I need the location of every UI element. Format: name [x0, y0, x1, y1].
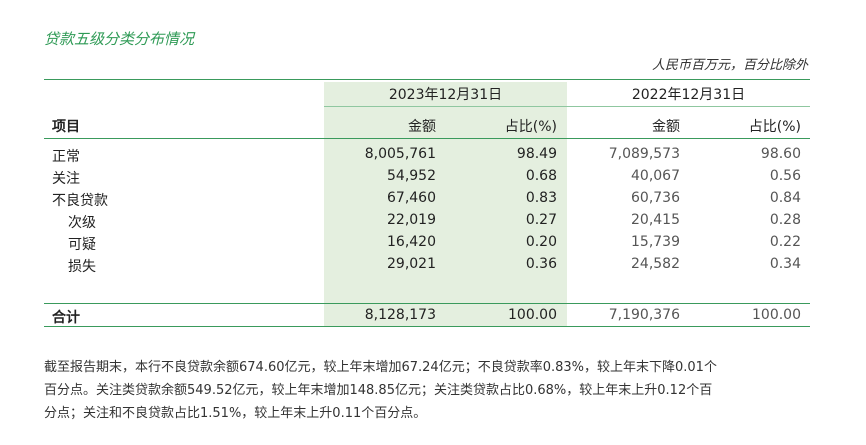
- column-header-ratio-2023: 占比(%): [504, 119, 557, 135]
- row-label: 正常: [52, 149, 80, 165]
- row-label: 损失: [68, 259, 96, 275]
- period-header-2022: 2022年12月31日: [631, 87, 746, 103]
- cell-amount-2022: 7,089,573: [608, 146, 680, 162]
- cell-amount-2022: 60,736: [631, 190, 680, 206]
- cell-ratio-2022: 98.60: [760, 146, 801, 162]
- cell-amount-2023: 67,460: [387, 190, 436, 206]
- cell-ratio-2022: 0.22: [769, 234, 801, 250]
- cell-ratio-2023: 0.83: [525, 190, 557, 206]
- highlight-column-2023: [324, 82, 567, 326]
- cell-amount-2022: 15,739: [631, 234, 680, 250]
- table-title: 贷款五级分类分布情况: [44, 30, 195, 48]
- cell-amount-2023: 22,019: [387, 212, 436, 228]
- summary-paragraph: 截至报告期末，本行不良贷款余额674.60亿元，较上年末增加67.24亿元；不良…: [44, 356, 814, 425]
- total-amount-2023: 8,128,173: [364, 307, 436, 323]
- column-header-amount-2022: 金额: [652, 119, 680, 135]
- total-ratio-2023: 100.00: [508, 307, 557, 323]
- total-label: 合计: [52, 310, 80, 326]
- cell-amount-2022: 40,067: [631, 168, 680, 184]
- summary-line: 分点；关注和不良贷款占比1.51%，较上年末上升0.11个百分点。: [44, 406, 427, 421]
- cell-ratio-2023: 0.20: [525, 234, 557, 250]
- row-label: 不良贷款: [52, 193, 108, 209]
- row-label: 次级: [68, 215, 96, 231]
- cell-amount-2022: 24,582: [631, 256, 680, 272]
- period-header-2023: 2023年12月31日: [388, 87, 503, 103]
- column-header-item: 项目: [52, 119, 80, 135]
- cell-ratio-2023: 0.27: [525, 212, 557, 228]
- cell-ratio-2023: 0.36: [525, 256, 557, 272]
- bottom-rule: [44, 326, 810, 327]
- header-rule: [44, 138, 810, 139]
- row-label: 关注: [52, 171, 80, 187]
- top-rule: [44, 79, 810, 80]
- summary-line: 百分点。关注类贷款余额549.52亿元，较上年末增加148.85亿元；关注类贷款…: [44, 383, 713, 398]
- cell-ratio-2022: 0.84: [769, 190, 801, 206]
- total-amount-2022: 7,190,376: [608, 307, 680, 323]
- period-rule: [324, 106, 810, 107]
- total-ratio-2022: 100.00: [752, 307, 801, 323]
- total-top-rule: [44, 303, 810, 304]
- column-header-ratio-2022: 占比(%): [748, 119, 801, 135]
- unit-note: 人民币百万元，百分比除外: [651, 58, 808, 73]
- cell-amount-2022: 20,415: [631, 212, 680, 228]
- cell-ratio-2022: 0.28: [769, 212, 801, 228]
- cell-ratio-2022: 0.56: [769, 168, 801, 184]
- cell-ratio-2022: 0.34: [769, 256, 801, 272]
- cell-amount-2023: 8,005,761: [364, 146, 436, 162]
- cell-ratio-2023: 98.49: [516, 146, 557, 162]
- column-header-amount-2023: 金额: [408, 119, 436, 135]
- cell-amount-2023: 54,952: [387, 168, 436, 184]
- cell-ratio-2023: 0.68: [525, 168, 557, 184]
- cell-amount-2023: 29,021: [387, 256, 436, 272]
- cell-amount-2023: 16,420: [387, 234, 436, 250]
- row-label: 可疑: [68, 237, 96, 253]
- summary-line: 截至报告期末，本行不良贷款余额674.60亿元，较上年末增加67.24亿元；不良…: [44, 360, 717, 375]
